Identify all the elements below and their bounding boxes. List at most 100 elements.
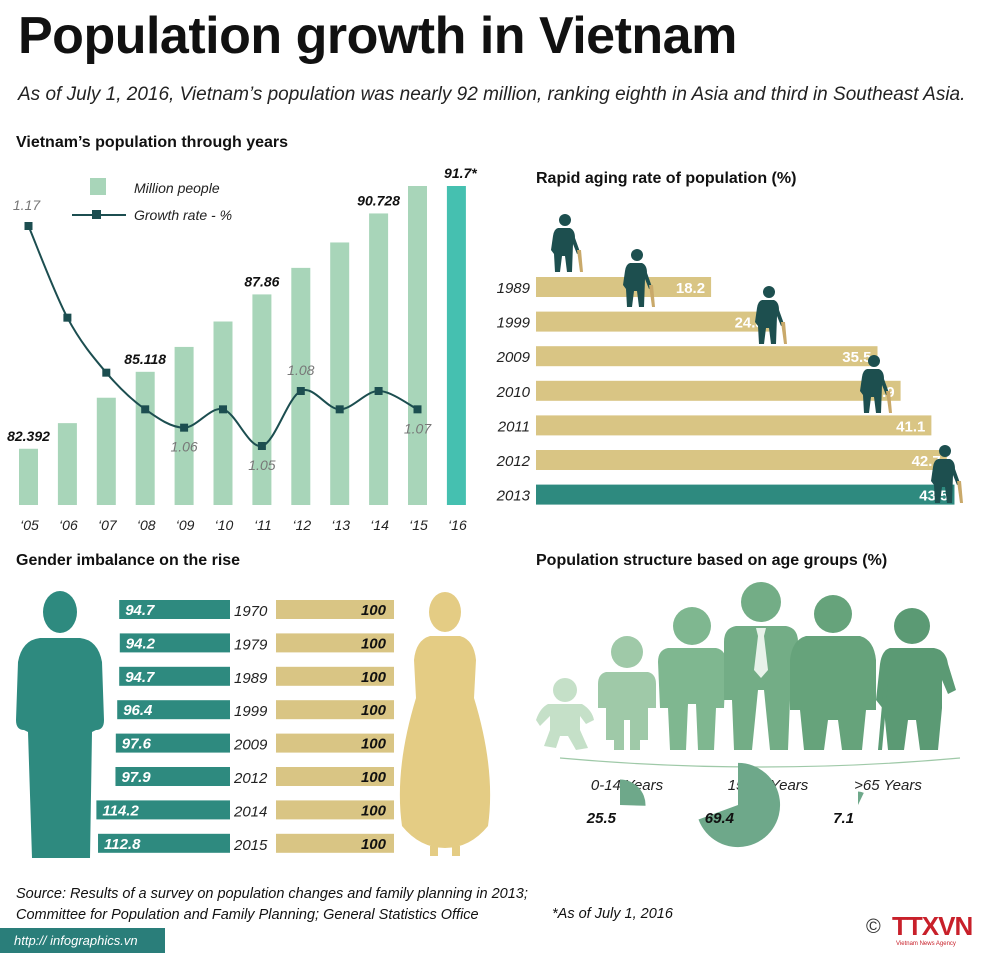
population-x-tick: ‘08 xyxy=(137,517,156,533)
population-bar-label: 85.118 xyxy=(124,351,166,367)
teen-figure-icon xyxy=(658,607,726,750)
population-chart: ‘05 82.392 ‘06 ‘07 ‘08 85.118 ‘09 ‘10 ‘11 87.86 ‘1… xyxy=(7,165,477,533)
aging-bar xyxy=(536,450,947,470)
gender-year-label: 1979 xyxy=(234,636,268,653)
female-ratio-bar xyxy=(276,733,394,753)
elderly-person-icon xyxy=(755,286,787,344)
female-ratio-value: 100 xyxy=(361,635,387,652)
male-ratio-bar xyxy=(119,600,230,619)
male-ratio-bar xyxy=(119,633,230,653)
male-ratio-value: 112.8 xyxy=(104,836,141,853)
population-x-tick: ‘07 xyxy=(98,517,118,533)
population-x-tick: ‘09 xyxy=(176,517,195,533)
male-ratio-bar xyxy=(96,800,230,820)
growth-rate-label: 1.07 xyxy=(404,420,432,436)
page-subtitle: As of July 1, 2016, Vietnam’s population… xyxy=(18,84,966,105)
age-group-slice xyxy=(698,762,781,848)
gender-year-label: 2015 xyxy=(233,837,268,854)
population-bar-label: 91.7* xyxy=(444,165,477,181)
aging-year-label: 1999 xyxy=(497,315,531,332)
aging-bar xyxy=(536,346,878,367)
population-x-tick: ‘05 xyxy=(20,517,39,533)
female-ratio-bar xyxy=(276,767,394,786)
source-text: Source: Results of a survey on populatio… xyxy=(16,884,528,926)
population-bar xyxy=(96,397,116,505)
growth-rate-marker xyxy=(24,222,33,230)
aging-bar-value: 41.1 xyxy=(896,418,925,435)
growth-rate-marker xyxy=(335,405,344,414)
population-x-tick: ‘10 xyxy=(215,517,234,533)
website-link[interactable]: http:// infographics.vn xyxy=(0,928,165,953)
aging-year-label: 2011 xyxy=(497,418,530,435)
logo-name: TTXVN xyxy=(892,911,972,941)
female-ratio-bar xyxy=(276,633,394,653)
female-ratio-value: 100 xyxy=(361,736,387,753)
female-ratio-value: 100 xyxy=(361,702,387,719)
page-title: Population growth in Vietnam xyxy=(18,7,737,65)
aging-bar xyxy=(536,380,901,401)
gender-year-label: 1989 xyxy=(234,670,268,687)
legend-line-label: Growth rate - % xyxy=(134,207,232,223)
population-bar-label: 87.86 xyxy=(244,273,279,289)
elderly-person-icon xyxy=(551,214,583,272)
population-x-tick: ‘13 xyxy=(331,517,350,533)
source-line-1: Source: Results of a survey on populatio… xyxy=(16,886,528,902)
age-group-value: 69.4 xyxy=(705,810,735,827)
aging-year-label: 1989 xyxy=(497,280,531,297)
male-ratio-value: 114.2 xyxy=(102,802,139,819)
male-ratio-value: 97.6 xyxy=(122,736,152,753)
female-ratio-value: 100 xyxy=(361,769,387,786)
female-ratio-bar xyxy=(276,800,394,820)
age-group-slice xyxy=(858,791,864,805)
aging-chart-title: Rapid aging rate of population (%) xyxy=(536,170,797,187)
age-groups-divider xyxy=(559,757,961,768)
female-ratio-value: 100 xyxy=(361,802,387,819)
gender-year-label: 1999 xyxy=(234,703,268,720)
growth-rate-label: 1.08 xyxy=(287,362,314,378)
population-x-tick: ‘16 xyxy=(448,517,467,533)
aging-chart: 198918.2199924.3200935.5201037.9201141.1… xyxy=(496,214,963,505)
age-group-slice xyxy=(620,779,646,806)
population-bar xyxy=(291,267,311,505)
growth-rate-marker xyxy=(413,405,422,414)
male-ratio-value: 94.2 xyxy=(126,635,156,652)
elderly-person-icon xyxy=(623,249,655,307)
gender-year-label: 2014 xyxy=(233,803,267,820)
male-ratio-value: 94.7 xyxy=(125,669,155,686)
aging-bar xyxy=(536,484,955,505)
growth-rate-marker xyxy=(296,387,305,395)
female-ratio-bar xyxy=(276,666,394,686)
male-ratio-value: 94.7 xyxy=(125,602,155,619)
population-bar xyxy=(252,294,272,505)
aging-year-label: 2013 xyxy=(496,488,531,505)
aging-bar-value: 43.5 xyxy=(919,488,948,505)
child-figure-icon xyxy=(598,636,656,750)
middle-aged-figure-icon xyxy=(790,595,876,750)
copyright-symbol: © xyxy=(866,916,881,938)
aging-bar xyxy=(536,415,932,436)
male-ratio-value: 97.9 xyxy=(121,769,151,786)
legend-bar-swatch xyxy=(90,178,106,195)
female-ratio-bar xyxy=(276,700,394,720)
age-group-label: >65 Years xyxy=(854,777,922,794)
growth-rate-marker xyxy=(374,387,383,395)
population-bar xyxy=(446,186,466,505)
male-ratio-bar xyxy=(117,700,230,720)
male-ratio-bar xyxy=(119,666,230,686)
female-figure-icon xyxy=(399,592,491,856)
male-ratio-bar xyxy=(115,733,230,753)
population-bar-label: 82.392 xyxy=(7,428,50,444)
male-ratio-bar xyxy=(98,833,230,853)
aging-year-label: 2009 xyxy=(496,349,531,366)
gender-year-label: 2012 xyxy=(233,770,268,787)
population-bar xyxy=(19,448,38,505)
footnote: *As of July 1, 2016 xyxy=(552,906,673,922)
aging-bar xyxy=(536,311,770,332)
population-bar xyxy=(369,213,389,506)
gender-year-label: 2009 xyxy=(233,737,268,754)
aging-year-label: 2010 xyxy=(496,384,531,401)
age-group-value: 7.1 xyxy=(833,810,854,827)
gender-chart: 94.7 1970 100 94.2 1979 100 94.7 1989 100 96.4 199… xyxy=(16,591,491,858)
baby-figure-icon xyxy=(536,678,594,750)
population-bar-label: 90.728 xyxy=(357,192,400,208)
